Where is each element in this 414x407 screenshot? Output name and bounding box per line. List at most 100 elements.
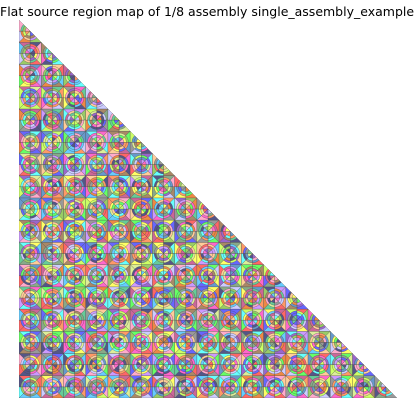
fuel-ring-sector: [313, 290, 320, 299]
fuel-ring-sector: [382, 364, 387, 370]
fuel-ring-sector: [291, 268, 298, 277]
fuel-ring-sector: [163, 159, 168, 165]
moderator-sector: [252, 219, 264, 232]
moderator-sector: [374, 353, 387, 366]
moderator-sector: [274, 253, 287, 265]
moderator-sector: [285, 264, 298, 277]
clad-ring-sector: [156, 141, 164, 152]
moderator-sector: [229, 197, 242, 210]
moderator-sector: [341, 331, 353, 343]
fuel-ring-sector: [337, 315, 342, 321]
clad-ring-sector: [156, 132, 164, 143]
moderator-sector: [163, 131, 176, 143]
pin-cell: [374, 375, 397, 398]
pin-cell: [40, 197, 64, 221]
pin-cell: [285, 353, 309, 377]
moderator-sector: [263, 253, 275, 265]
clad-ring-sector: [176, 157, 187, 165]
fuel-ring-sector: [230, 226, 234, 232]
clad-ring-sector: [334, 310, 342, 321]
fuel-ring-sector: [311, 292, 320, 299]
clad-ring-sector: [309, 291, 320, 299]
clad-ring-sector: [290, 275, 298, 286]
pin-cell: [19, 286, 42, 310]
moderator-sector: [263, 253, 276, 265]
clad-ring-sector: [198, 186, 209, 194]
pin-cell: [107, 175, 131, 199]
moderator-sector: [296, 286, 309, 299]
fuel-ring-sector: [363, 337, 372, 343]
fuel-ring-sector: [163, 160, 169, 165]
pin-cell: [174, 219, 198, 243]
moderator-sector: [352, 331, 364, 343]
fuel-ring-sector: [140, 136, 149, 143]
clad-ring-sector: [230, 199, 238, 210]
pin-cell: [174, 286, 198, 310]
moderator-sector: [319, 286, 331, 299]
clad-ring-sector: [229, 224, 240, 232]
pin-cell: [152, 308, 176, 332]
pin-cell: [240, 264, 264, 288]
clad-ring-sector: [230, 208, 238, 219]
pin-cell: [85, 308, 109, 332]
moderator-sector: [207, 175, 220, 187]
fuel-ring-sector: [385, 364, 390, 370]
moderator-sector: [385, 353, 397, 365]
fuel-ring-sector: [318, 297, 327, 304]
fuel-ring-sector: [185, 160, 191, 165]
moderator-sector: [207, 197, 220, 210]
fuel-ring-sector: [318, 297, 325, 302]
clad-ring-sector: [334, 319, 342, 330]
fuel-ring-sector: [363, 342, 372, 348]
clad-ring-sector: [163, 135, 174, 143]
pin-cell: [240, 241, 264, 265]
fuel-ring-sector: [296, 275, 301, 281]
fuel-ring-sector: [363, 342, 370, 350]
clad-ring-sector: [223, 199, 231, 210]
fuel-ring-sector: [229, 208, 238, 215]
fuel-ring-sector: [363, 337, 368, 343]
fuel-ring-sector: [271, 253, 275, 259]
fuel-ring-sector: [185, 179, 192, 188]
clad-ring-sector: [242, 224, 253, 232]
fuel-ring-sector: [318, 314, 327, 321]
clad-ring-sector: [312, 297, 320, 308]
clad-ring-sector: [341, 319, 349, 330]
moderator-sector: [185, 175, 198, 187]
clad-ring-sector: [185, 155, 193, 165]
pin-cell: [85, 264, 109, 288]
clad-ring-sector: [163, 132, 171, 143]
pin-cell: [63, 375, 87, 398]
fuel-ring-sector: [163, 134, 169, 143]
moderator-sector: [307, 297, 320, 310]
moderator-sector: [230, 208, 242, 221]
fuel-ring-sector: [269, 249, 276, 254]
fuel-ring-sector: [359, 337, 364, 343]
moderator-sector: [319, 308, 331, 321]
pin-cell: [174, 330, 198, 354]
pin-cell: [85, 375, 109, 398]
clad-ring-sector: [363, 355, 371, 366]
pin-cell: [85, 286, 109, 310]
fuel-ring-sector: [163, 360, 169, 365]
clad-ring-sector: [363, 335, 374, 343]
moderator-sector: [363, 342, 376, 354]
moderator-sector: [218, 208, 231, 221]
fuel-ring-sector: [178, 159, 187, 165]
clad-ring-sector: [319, 310, 326, 321]
pin-cell: [174, 264, 198, 288]
fuel-ring-sector: [230, 203, 234, 210]
pin-cell: [196, 175, 220, 199]
moderator-sector: [385, 375, 397, 388]
pin-cell: [263, 286, 287, 310]
clad-ring-sector: [318, 297, 329, 305]
pin-cell: [174, 153, 198, 177]
fuel-ring-sector: [247, 230, 253, 239]
moderator-sector: [285, 264, 298, 276]
fuel-ring-sector: [274, 360, 280, 365]
moderator-sector: [274, 264, 286, 276]
pin-cell: [107, 375, 131, 398]
fuel-ring-sector: [385, 364, 392, 373]
fuel-ring-sector: [158, 138, 164, 143]
